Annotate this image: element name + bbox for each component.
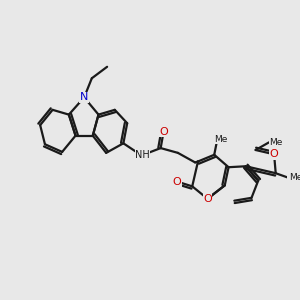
Text: NH: NH <box>135 150 150 160</box>
Text: Me: Me <box>289 173 300 182</box>
Text: N: N <box>80 92 88 102</box>
Text: O: O <box>172 177 181 187</box>
Text: O: O <box>159 127 168 137</box>
Text: Me: Me <box>214 135 228 144</box>
Text: O: O <box>270 149 278 159</box>
Text: O: O <box>203 194 212 204</box>
Text: Me: Me <box>269 138 282 147</box>
